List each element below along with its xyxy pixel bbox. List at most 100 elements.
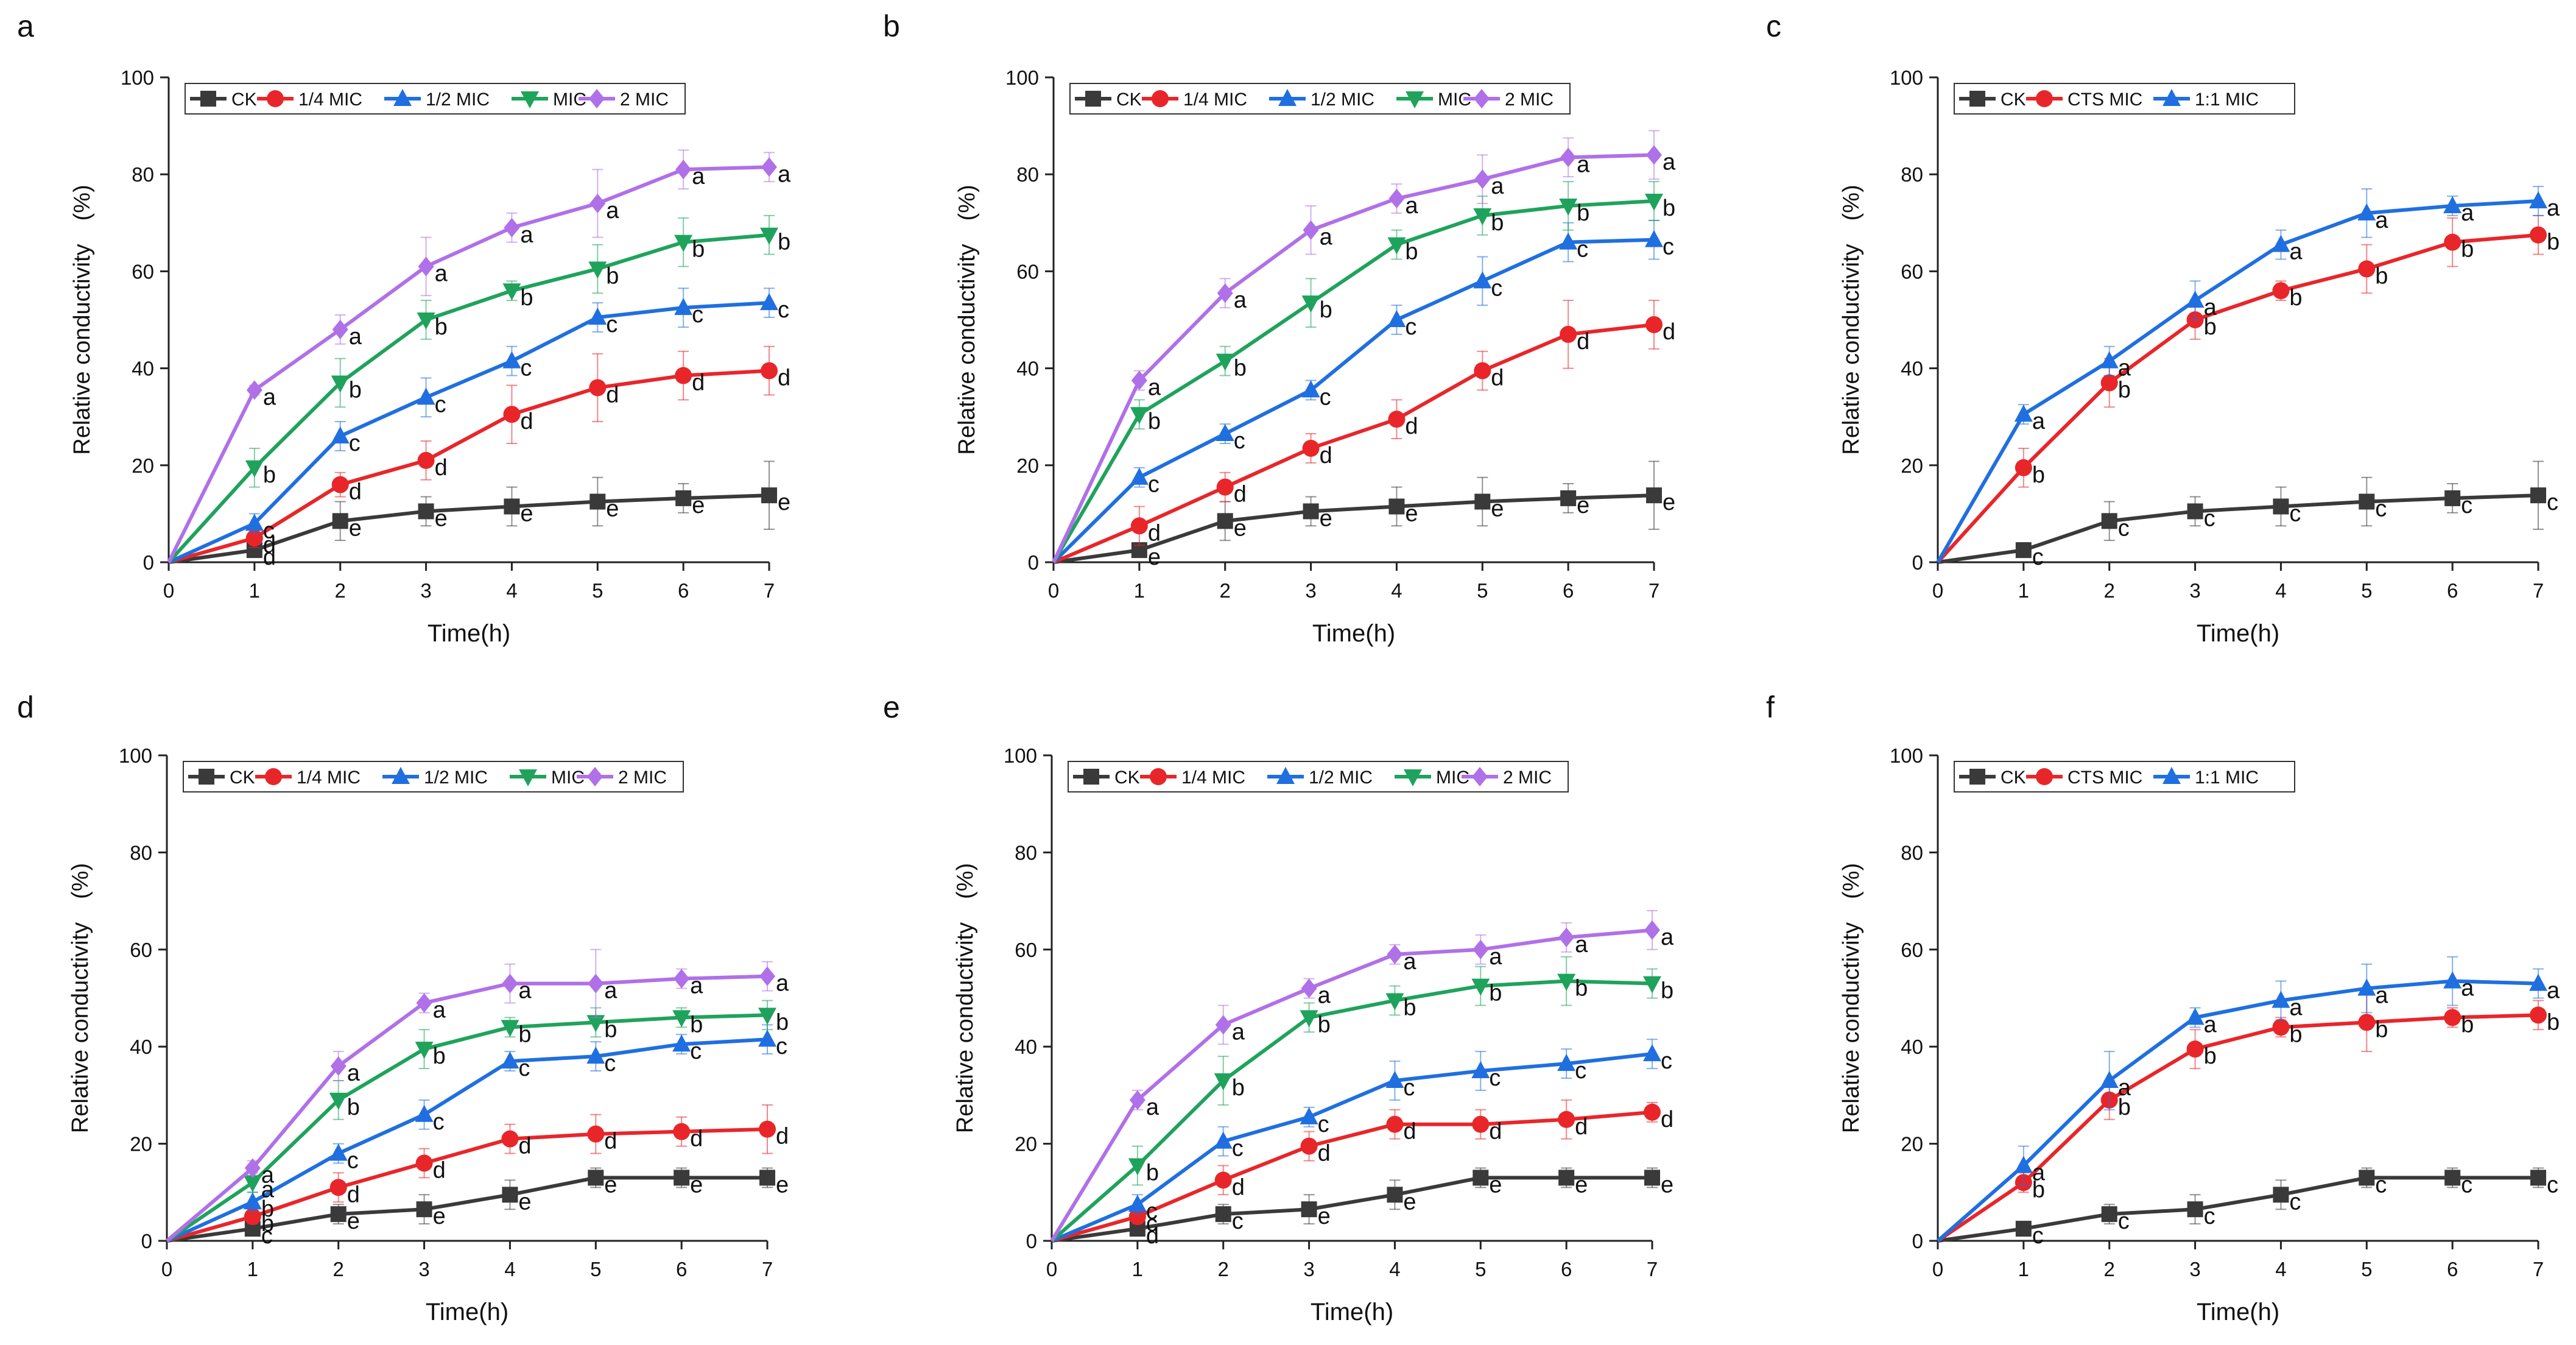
x-tick-label: 5 [2361,579,2372,602]
significance-letter: c [349,431,361,456]
significance-letter: e [1575,1172,1588,1198]
significance-letter: b [1403,995,1416,1020]
significance-letter: a [690,973,703,999]
significance-letter: b [1575,976,1588,1001]
data-point [2100,374,2118,392]
series-2-mic: a a a a a a a [1050,910,1674,1242]
data-point [588,308,607,325]
significance-letter: a [1320,225,1333,250]
series-ck: c e e e e e e [166,1167,789,1249]
legend-marker [1150,768,1167,785]
data-point [1473,208,1492,225]
significance-letter: a [606,198,619,224]
series-line [1937,1013,2539,1243]
series-1-4-mic: d d d d d d d [168,345,790,564]
significance-letter: b [2032,1177,2045,1202]
data-point [1386,1115,1404,1133]
series-line [1051,1110,1653,1243]
data-point [674,235,693,252]
series-ck: c c c c c c c [1937,1167,2558,1249]
significance-letter: a [1234,288,1247,313]
data-point [759,1120,776,1138]
y-tick-label: 40 [1015,1036,1037,1058]
significance-letter: b [433,1043,446,1069]
series-line [1936,199,2539,563]
significance-letter: a [1146,1095,1160,1120]
x-tick-label: 6 [1561,1258,1572,1280]
data-point [1385,1070,1404,1088]
significance-letter: c [2289,1189,2301,1215]
data-point [1388,498,1405,515]
data-point [243,1175,262,1193]
significance-letter: c [1146,1211,1158,1237]
significance-letter: a [1663,149,1676,175]
series-line [166,1176,767,1243]
legend-marker [521,91,539,108]
panel-label: b [883,9,900,43]
significance-letter: b [1146,1160,1159,1185]
data-point [2272,282,2290,300]
y-tick-label: 40 [132,358,154,380]
significance-letter: c [347,1148,359,1174]
series-mic: b b b b b b b [1050,956,1673,1243]
significance-letter: a [1661,925,1674,950]
series-line [1936,233,2539,564]
x-tick-label: 4 [1389,1258,1400,1280]
data-point [1387,1187,1403,1203]
x-tick-label: 7 [1649,579,1659,602]
legend-label: 1/2 MIC [424,768,488,788]
data-point [2529,973,2547,991]
x-axis-title: Time(h) [1312,620,1395,647]
legend-marker [1969,769,1985,785]
y-tick-label: 60 [1015,939,1037,961]
data-point [761,157,777,177]
data-point [1643,1044,1661,1062]
data-point [1301,295,1320,313]
y-axis-title: Relative conductivity (%) [68,863,93,1133]
data-point [2101,513,2117,529]
data-point [502,973,518,994]
legend-marker [1969,91,1985,107]
panel-c: c 0 20 40 60 80 100 0 1 2 3 4 5 6 7 Time(h) Relative con… [1766,9,2560,647]
legend: CK 1/4 MIC 1/2 MIC MIC 2 MIC [183,761,684,793]
data-point [2357,978,2376,996]
data-point [1303,220,1319,240]
legend-label: 1/4 MIC [298,90,362,110]
data-point [759,1170,775,1186]
significance-letter: c [261,1223,273,1249]
y-tick-label: 80 [1015,841,1037,864]
significance-letter: a [349,324,362,350]
data-point [1646,487,1662,504]
significance-letter: a [2204,1012,2217,1037]
series-line [166,1013,768,1243]
significance-letter: a [1491,174,1504,199]
significance-letter: d [1232,1174,1245,1200]
x-axis-title: Time(h) [426,1299,509,1326]
data-point [1557,1054,1576,1071]
data-point [1560,325,1577,343]
significance-letter: c [2118,1209,2130,1234]
significance-letter: d [1489,1119,1502,1145]
significance-letter: d [1146,1223,1159,1249]
panel-label: f [1766,690,1775,724]
significance-letter: c [1320,384,1331,410]
series-line [1050,979,1653,1243]
data-point [246,380,262,400]
data-point [502,351,521,369]
significance-letter: b [261,1196,274,1222]
y-tick-label: 20 [1901,1133,1923,1156]
x-tick-label: 6 [2447,1258,2458,1280]
data-point [1644,1103,1661,1121]
significance-letter: c [1234,428,1245,454]
significance-letter: c [1148,472,1160,498]
legend-marker [1276,767,1295,784]
significance-letter: d [520,409,533,434]
data-point [2101,1206,2117,1223]
x-tick-label: 0 [1046,1258,1057,1280]
significance-letter: b [2547,230,2560,255]
significance-letter: b [1318,1012,1331,1037]
significance-letter: d [347,1182,360,1207]
series-1-2-mic: c c c c c c c [167,288,789,564]
legend-label: CTS MIC [2067,90,2142,110]
legend-label: CTS MIC [2067,768,2142,788]
